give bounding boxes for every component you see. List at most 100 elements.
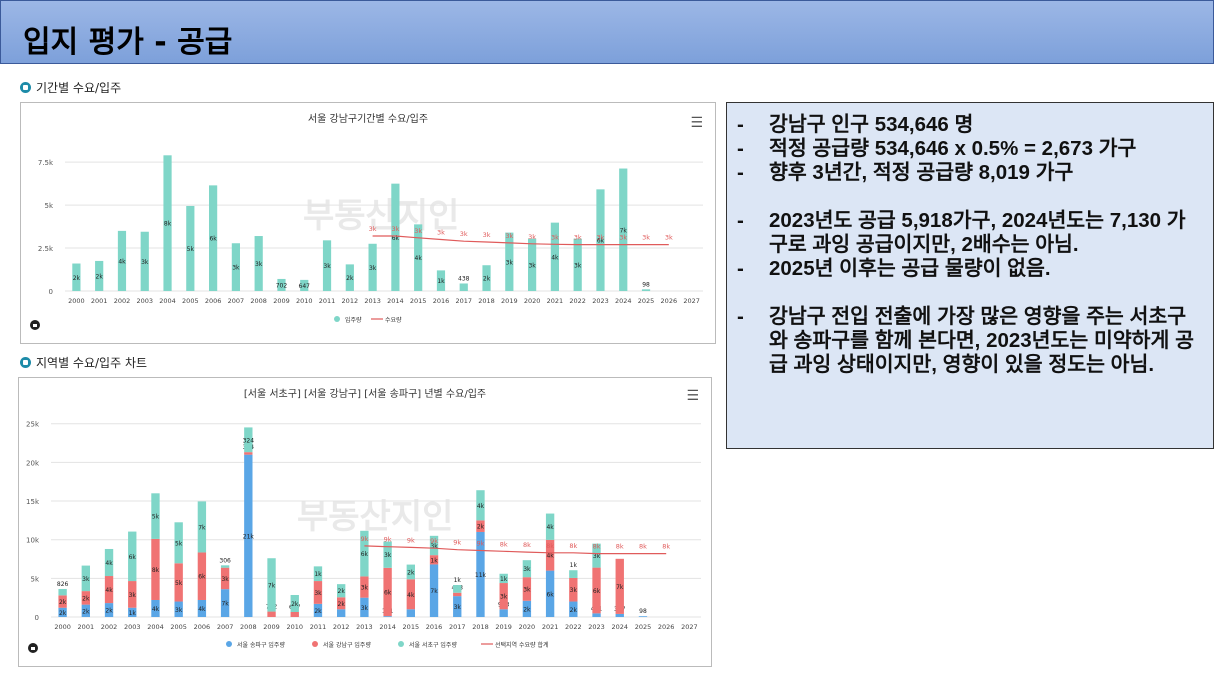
section2-label: 지역별 수요/입주 차트 [36,356,148,370]
x-tick-label: 2012 [342,297,359,305]
bullet-text: 향후 3년간, 적정 공급량 8,019 가구 [769,161,1074,184]
x-tick-label: 2019 [495,623,512,631]
bar [476,490,485,521]
data-label: 702 [276,282,288,289]
legend-marker [398,641,404,647]
bar [290,594,299,612]
bar [104,548,114,577]
summary-panel: - 강남구 인구 534,646 명 - 적정 공급량 534,646 x 0.5% … [726,102,1214,449]
bar [550,222,559,291]
bar [254,236,263,291]
bar [174,563,183,602]
data-label: 5k [187,246,195,253]
bar [151,493,160,539]
data-label: 3k [384,552,392,559]
data-label: 8k [152,567,160,574]
data-label: 6k [209,236,217,243]
bar [615,613,624,617]
line-label: 8k [662,543,670,551]
bar [505,232,514,291]
bar [453,596,462,617]
x-tick-label: 2004 [147,623,164,631]
bullet-item: - 강남구 인구 534,646 명 [737,113,1201,137]
x-tick-label: 2008 [240,623,257,631]
data-label: 3k [574,262,582,269]
data-label: 4k [118,258,126,265]
data-label: 3k [141,259,149,266]
x-tick-label: 2018 [478,297,495,305]
menu-icon[interactable]: ☰ [690,115,703,131]
bar [58,595,67,608]
y-tick-label: 7.5k [38,159,54,167]
bar [391,183,400,291]
line-label: 9k [360,535,368,543]
bar [151,538,160,600]
data-label: 1k [437,278,445,285]
y-tick-label: 5k [30,575,39,583]
data-label: 3k [593,553,601,560]
data-label: 2k [291,601,299,608]
bar [277,278,286,291]
bar [337,584,346,598]
home-badge-icon [33,324,37,327]
bar [220,565,230,568]
x-tick-label: 2026 [658,623,675,631]
x-tick-label: 2010 [296,297,313,305]
x-tick-label: 2003 [136,297,153,305]
line-label: 3k [414,227,422,235]
x-tick-label: 2008 [250,297,267,305]
data-label: 6k [129,554,137,561]
line-label: 9k [384,536,392,544]
bar [313,566,323,582]
data-label: 6k [361,551,369,558]
bar [522,600,532,617]
bar [81,565,90,592]
bar [95,260,104,291]
x-tick-label: 2000 [54,623,71,631]
data-label: 3k [523,586,531,593]
bar [569,570,578,578]
chart-region: 부동산지인 [서울 서초구] [서울 강남구] [서울 송파구] 년별 수요/입주… [18,377,712,667]
data-label: 2k [82,595,90,602]
bar [596,189,605,291]
bullet-dash: - [737,137,744,160]
bullet-item: - 향후 3년간, 적정 공급량 8,019 가구 [737,161,1201,185]
bar [267,611,276,617]
data-label: 3k [361,605,369,612]
data-label: 21k [243,533,255,540]
line-label: 3k [505,232,513,240]
bullet-item: - 강남구 전입 전출에 가장 많은 영향을 주는 서초구와 송파구를 함께 본다… [737,305,1201,377]
data-label: 7k [221,601,229,608]
x-tick-label: 2025 [638,297,655,305]
data-label: 11k [475,572,487,579]
line-label: 3k [574,234,582,242]
home-badge-icon [31,647,35,650]
data-label: 2k [314,608,322,615]
bar [615,558,624,614]
bar [117,230,127,291]
menu-icon[interactable]: ☰ [686,388,699,404]
line-label: 9k [477,540,485,548]
bar [174,601,183,617]
bar [453,592,462,597]
legend-marker [226,641,232,647]
bar [545,539,555,571]
bullet-item [737,185,1201,209]
bar [140,231,149,291]
bar [313,603,323,617]
bar [641,289,651,291]
x-tick-label: 2016 [433,297,450,305]
data-label: 4k [546,524,554,531]
chart-period: 부동산지인 서울 강남구기간별 수요/입주 0 2.5k 5k 7.5k 2000 2001 2… [20,102,716,344]
bar [406,609,415,617]
y-tick-label: 20k [26,459,40,467]
bar [528,238,537,291]
bar [360,530,369,577]
bar [244,452,253,455]
legend-label: 서울 강남구 입주량 [323,641,371,649]
data-label: 3k [175,607,183,614]
x-tick-label: 2027 [681,623,698,631]
data-label: 4k [407,592,415,599]
x-tick-label: 2009 [273,297,290,305]
bullet-item: - 2023년도 공급 5,918가구, 2024년도는 7,130 가구로 과잉… [737,209,1201,257]
